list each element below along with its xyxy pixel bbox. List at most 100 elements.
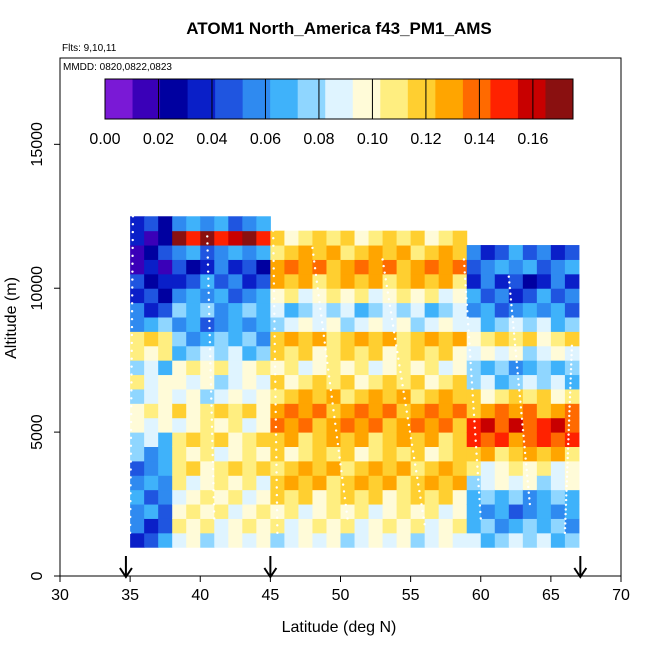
heatmap-cell (228, 259, 243, 275)
heatmap-cell (144, 273, 159, 289)
track-point (566, 456, 569, 460)
heatmap-cell (130, 489, 145, 505)
heatmap-cell (508, 388, 524, 404)
track-point (275, 486, 278, 489)
track-point (421, 509, 424, 513)
track-point (276, 524, 279, 527)
heatmap-cell (130, 518, 145, 534)
track-point (130, 373, 133, 376)
heatmap-cell (256, 374, 271, 390)
track-point (408, 430, 412, 433)
heatmap-cell (172, 446, 187, 462)
heatmap-cell (172, 504, 187, 519)
heatmap-cell (382, 417, 398, 433)
heatmap-cell (284, 273, 299, 289)
heatmap-cell (410, 273, 426, 289)
heatmap-cell (480, 475, 496, 491)
heatmap-cell (312, 518, 327, 534)
track-point (565, 494, 568, 497)
heatmap-cell (312, 460, 327, 476)
heatmap-cell (242, 216, 257, 232)
track-point (395, 344, 398, 347)
heatmap-cell (200, 345, 215, 361)
heatmap-cell (270, 302, 285, 318)
track-point (315, 280, 319, 283)
x-tick-label: 30 (51, 587, 69, 604)
heatmap-cell (410, 460, 426, 476)
heatmap-cell (340, 417, 356, 433)
heatmap-cell (340, 532, 356, 548)
heatmap-cell (382, 230, 398, 246)
heatmap-cell (284, 489, 299, 505)
track-point (511, 315, 514, 318)
heatmap-cell (186, 374, 201, 390)
track-point (402, 390, 405, 394)
colorbar-swatch (380, 79, 409, 119)
arrow-head (119, 567, 133, 579)
heatmap-cell (438, 518, 454, 534)
heatmap-cell (284, 374, 299, 390)
heatmap-cell (466, 302, 482, 318)
colorbar-tick-label: 0.00 (89, 131, 120, 148)
heatmap-cell (228, 518, 243, 534)
heatmap-cell (354, 374, 370, 390)
heatmap-cell (144, 475, 159, 491)
track-point (272, 297, 276, 300)
track-point (474, 433, 477, 436)
heatmap-cell (564, 374, 580, 390)
heatmap-cell (214, 331, 229, 347)
heatmap-cell (354, 288, 370, 304)
track-point (211, 439, 214, 443)
track-point (384, 278, 387, 281)
heatmap-cell (466, 489, 482, 505)
track-point (313, 267, 317, 270)
heatmap-cell (172, 432, 187, 447)
heatmap-cell (326, 532, 341, 548)
heatmap-cell (242, 417, 257, 433)
heatmap-cell (424, 518, 440, 534)
heatmap-cell (550, 518, 566, 534)
track-point (130, 341, 134, 345)
heatmap-cell (396, 345, 412, 361)
track-point (341, 476, 344, 480)
track-point (467, 335, 471, 339)
heatmap-cell (536, 245, 552, 260)
heatmap-cell (536, 403, 552, 419)
heatmap-cell (494, 460, 510, 476)
track-point (567, 442, 570, 446)
heatmap-cell (214, 446, 229, 462)
heatmap-cell (270, 489, 285, 505)
heatmap-cell (130, 460, 145, 476)
heatmap-cell (284, 245, 299, 260)
heatmap-cell (200, 446, 215, 462)
track-point (565, 480, 569, 483)
heatmap-cell (186, 273, 201, 289)
heatmap-cell (228, 273, 243, 289)
track-point (207, 277, 210, 280)
heatmap-cell (200, 302, 215, 318)
track-point (412, 456, 416, 460)
heatmap-cell (508, 489, 524, 505)
heatmap-cell (396, 273, 412, 289)
colorbar-swatch (352, 79, 381, 119)
heatmap-cell (480, 288, 496, 304)
y-tick-label: 5000 (29, 414, 46, 450)
heatmap-cell (326, 489, 341, 505)
heatmap-cell (382, 388, 398, 404)
heatmap-cell (354, 317, 370, 332)
heatmap-cell (284, 302, 299, 318)
heatmap-cell (410, 288, 426, 304)
track-point (386, 291, 390, 294)
heatmap-cell (396, 417, 412, 433)
heatmap-cell (438, 245, 454, 260)
heatmap-cell (158, 360, 173, 376)
heatmap-cell (130, 417, 145, 433)
heatmap-cell (228, 317, 243, 332)
heatmap-cell (326, 504, 341, 519)
track-point (518, 389, 521, 392)
track-point (321, 327, 325, 331)
heatmap-cell (382, 345, 398, 361)
heatmap-cell (256, 403, 271, 419)
heatmap-cell (452, 446, 468, 462)
heatmap-cell (508, 504, 524, 519)
